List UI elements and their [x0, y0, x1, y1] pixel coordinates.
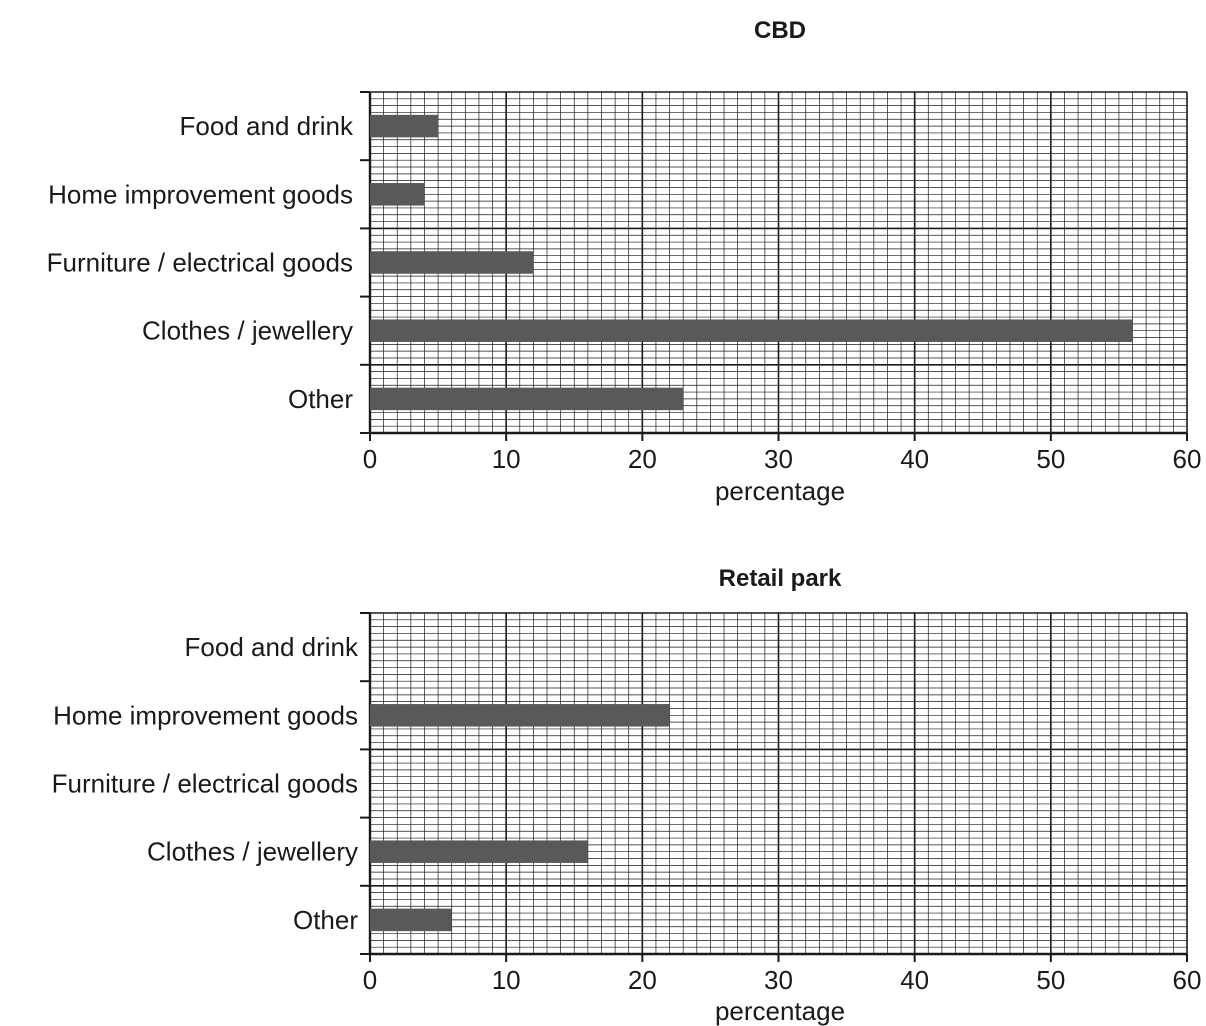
x-tick-label: 10	[492, 444, 521, 474]
x-tick-label: 40	[900, 965, 929, 995]
x-tick-label: 20	[628, 965, 657, 995]
category-label: Clothes / jewellery	[142, 316, 353, 346]
category-label: Other	[293, 905, 358, 935]
category-label: Home improvement goods	[53, 700, 358, 730]
x-tick-label: 50	[1036, 965, 1065, 995]
bar	[370, 704, 670, 727]
x-tick-label: 60	[1173, 965, 1202, 995]
category-label: Furniture / electrical goods	[52, 769, 358, 799]
category-label: Food and drink	[180, 111, 354, 141]
chart-title: CBD	[754, 17, 806, 44]
x-tick-label: 0	[363, 444, 377, 474]
category-label: Furniture / electrical goods	[47, 248, 353, 278]
bar	[370, 908, 452, 932]
x-axis-label: percentage	[715, 996, 845, 1026]
x-tick-label: 20	[628, 444, 657, 474]
x-tick-label: 10	[492, 965, 521, 995]
bar	[370, 840, 588, 863]
category-label: Home improvement goods	[48, 179, 353, 209]
grid	[369, 612, 1188, 955]
chart-1: CBD 0 10 20 30 40 50 60 percentage Food and drink…	[47, 17, 1202, 506]
x-axis-label: percentage	[715, 476, 845, 506]
chart-title: Retail park	[719, 565, 842, 592]
x-tick-label: 30	[764, 965, 793, 995]
x-tick-label: 50	[1036, 444, 1065, 474]
x-tick-label: 60	[1173, 444, 1202, 474]
x-tick-label: 30	[764, 444, 793, 474]
chart-2: Retail park 0 10 20 30 40 50 60 percentage Food a…	[52, 565, 1202, 1026]
bar	[370, 387, 684, 411]
category-label: Other	[288, 384, 353, 414]
category-label: Clothes / jewellery	[147, 837, 358, 867]
category-label: Food and drink	[185, 632, 359, 662]
bar	[370, 319, 1133, 342]
bar	[370, 114, 439, 138]
x-tick-label: 0	[363, 965, 377, 995]
x-tick-label: 40	[900, 444, 929, 474]
bar	[370, 251, 534, 274]
bar	[370, 183, 425, 206]
